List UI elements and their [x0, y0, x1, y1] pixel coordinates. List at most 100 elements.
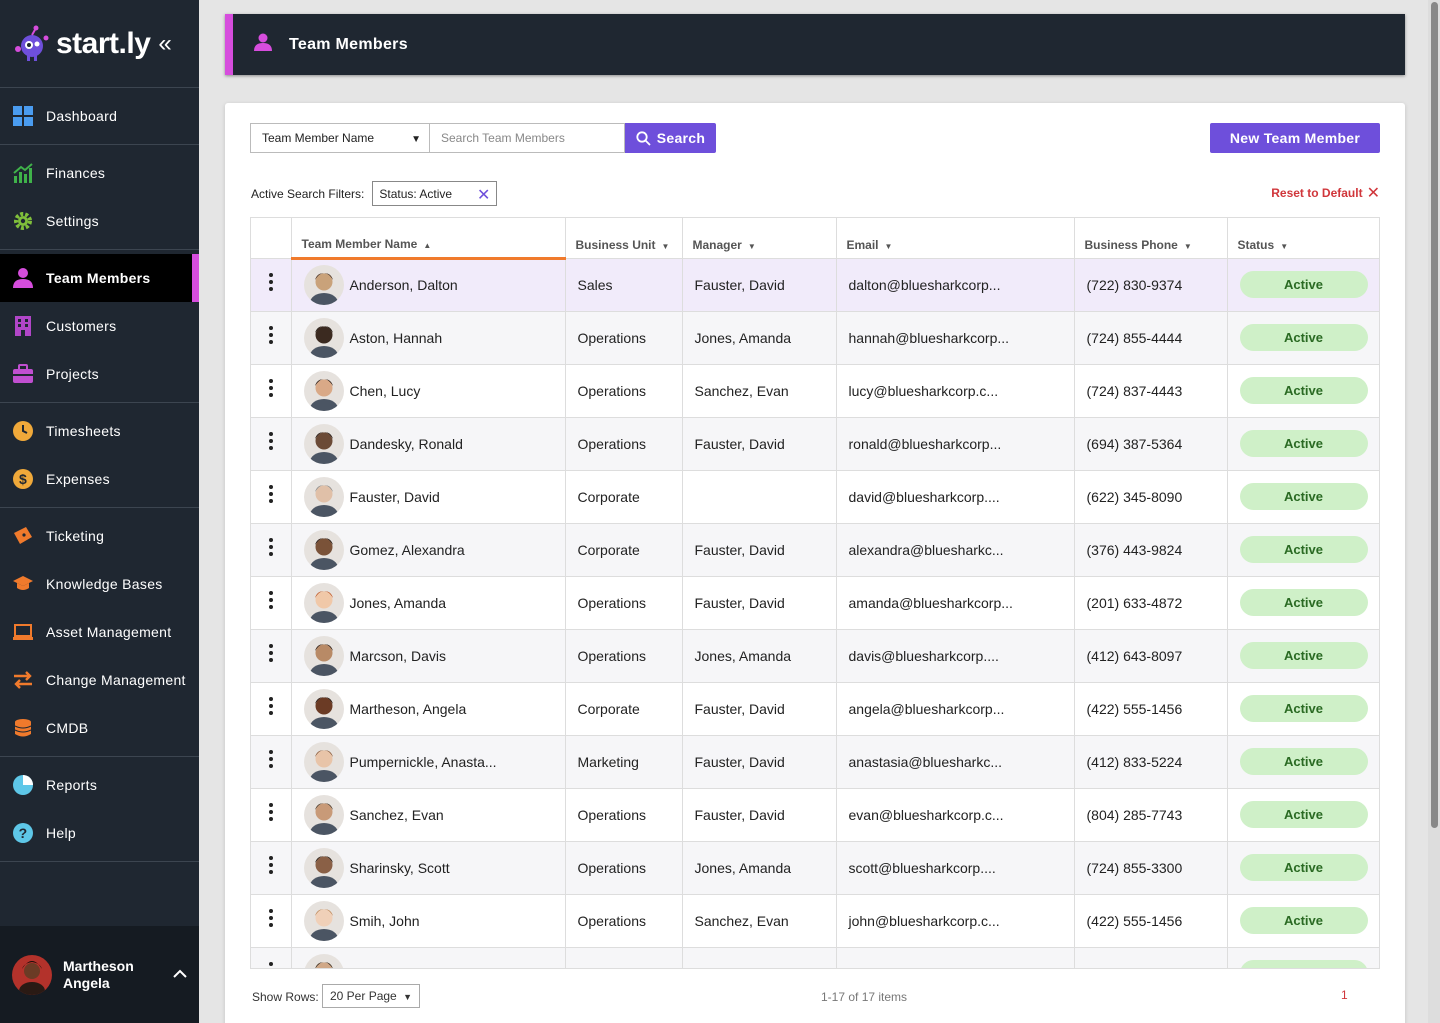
table-row[interactable]: Aston, Hannah Operations Jones, Amanda hann… — [251, 311, 1379, 365]
sidebar-item-finances[interactable]: Finances — [0, 149, 199, 197]
table-row[interactable]: Martheson, Angela Corporate Fauster, David… — [251, 682, 1379, 736]
reset-to-default-link[interactable]: Reset to Default ✕ — [1271, 183, 1380, 203]
member-name[interactable]: Pumpernickle, Anasta... — [349, 753, 497, 770]
sidebar-item-dashboard[interactable]: Dashboard — [0, 92, 199, 140]
sidebar-item-team-members[interactable]: Team Members — [0, 254, 199, 302]
page-number[interactable]: 1 — [1341, 988, 1348, 1002]
table-row[interactable]: Fauster, David Corporate david@bluesharkco… — [251, 470, 1379, 524]
row-menu-button[interactable] — [251, 735, 292, 789]
member-name[interactable]: Jones, Amanda — [349, 594, 447, 611]
cell-business-phone: (412) 643-8097 — [1074, 629, 1228, 683]
close-icon[interactable]: ✕ — [476, 187, 491, 204]
sidebar-item-timesheets[interactable]: Timesheets — [0, 407, 199, 455]
member-name[interactable]: Chen, Lucy — [349, 382, 421, 399]
cell-name[interactable]: Gomez, Alexandra — [291, 523, 566, 577]
cell-name[interactable]: Fauster, David — [291, 470, 566, 524]
sidebar-item-cmdb[interactable]: CMDB — [0, 704, 199, 752]
table-row[interactable]: Smih, John Operations Sanchez, Evan john@bl… — [251, 894, 1379, 948]
status-badge: Active — [1239, 483, 1368, 510]
table-row[interactable]: Jones, Amanda Operations Fauster, David ama… — [251, 576, 1379, 630]
member-name[interactable]: Dandesky, Ronald — [349, 435, 463, 452]
row-menu-button[interactable] — [251, 576, 292, 630]
chevron-up-icon[interactable] — [173, 966, 187, 984]
column-header-manager[interactable]: Manager ▼ — [682, 218, 837, 259]
row-menu-button[interactable] — [251, 258, 292, 312]
row-menu-button[interactable] — [251, 470, 292, 524]
sidebar-item-label: Settings — [46, 213, 99, 229]
cell-name[interactable]: Anderson, Dalton — [291, 258, 566, 312]
table-row[interactable]: Anderson, Dalton Sales Fauster, David dalto… — [251, 258, 1379, 312]
row-menu-button[interactable] — [251, 841, 292, 895]
member-name[interactable]: Aston, Hannah — [349, 329, 443, 346]
row-menu-button[interactable] — [251, 311, 292, 365]
column-header-name[interactable]: Team Member Name ▲ — [291, 218, 566, 260]
sidebar-item-knowledge-bases[interactable]: Knowledge Bases — [0, 560, 199, 608]
logo[interactable]: start.ly « — [0, 0, 199, 88]
more-vertical-icon — [268, 749, 273, 768]
column-header-email[interactable]: Email ▼ — [836, 218, 1075, 259]
row-menu-button[interactable] — [251, 682, 292, 736]
row-menu-button[interactable] — [251, 417, 292, 471]
window-scrollbar[interactable] — [1428, 0, 1440, 1023]
row-menu-button[interactable] — [251, 947, 292, 968]
cell-name[interactable]: Martheson, Angela — [291, 682, 566, 736]
member-name[interactable]: Sanchez, Evan — [349, 806, 444, 823]
table-row[interactable]: Marcson, Davis Operations Jones, Amanda dav… — [251, 629, 1379, 683]
column-header-business-unit[interactable]: Business Unit ▼ — [565, 218, 683, 259]
new-team-member-button[interactable]: New Team Member — [1210, 123, 1380, 153]
member-name[interactable]: Marcson, Davis — [349, 647, 446, 664]
sidebar-item-customers[interactable]: Customers — [0, 302, 199, 350]
sidebar-item-asset-management[interactable]: Asset Management — [0, 608, 199, 656]
column-header-business-phone[interactable]: Business Phone ▼ — [1074, 218, 1228, 259]
search-input[interactable] — [430, 123, 625, 153]
nav-group: Timesheets $ Expenses — [0, 403, 199, 508]
member-name[interactable]: Smih, John — [349, 912, 420, 929]
column-header-status[interactable]: Status ▼ — [1227, 218, 1379, 259]
rows-per-page-select[interactable]: 20 Per Page ▼ — [322, 984, 420, 1008]
sidebar-item-expenses[interactable]: $ Expenses — [0, 455, 199, 503]
member-name[interactable]: Sharinsky, Scott — [349, 859, 450, 876]
cell-name[interactable]: Aston, Hannah — [291, 311, 566, 365]
table-row[interactable]: Active — [251, 947, 1379, 968]
row-menu-button[interactable] — [251, 788, 292, 842]
cell-name[interactable]: Chen, Lucy — [291, 364, 566, 418]
more-vertical-icon — [268, 855, 273, 874]
sort-icon: ▼ — [1183, 241, 1192, 251]
sidebar-item-ticketing[interactable]: Ticketing — [0, 512, 199, 560]
table-row[interactable]: Pumpernickle, Anasta... Marketing Fauster,… — [251, 735, 1379, 789]
member-name[interactable]: Fauster, David — [349, 488, 440, 505]
member-name[interactable]: Gomez, Alexandra — [349, 541, 465, 558]
cell-name[interactable]: Jones, Amanda — [291, 576, 566, 630]
user-profile[interactable]: Martheson Angela — [0, 926, 199, 1023]
table-row[interactable]: Dandesky, Ronald Operations Fauster, David… — [251, 417, 1379, 471]
sidebar-item-projects[interactable]: Projects — [0, 350, 199, 398]
sidebar-item-settings[interactable]: Settings — [0, 197, 199, 245]
cell-name[interactable]: Dandesky, Ronald — [291, 417, 566, 471]
cell-name[interactable]: Marcson, Davis — [291, 629, 566, 683]
table-row[interactable]: Chen, Lucy Operations Sanchez, Evan lucy@bl… — [251, 364, 1379, 418]
sidebar-item-reports[interactable]: Reports — [0, 761, 199, 809]
table-row[interactable]: Sharinsky, Scott Operations Jones, Amanda s… — [251, 841, 1379, 895]
row-menu-button[interactable] — [251, 629, 292, 683]
row-menu-button[interactable] — [251, 523, 292, 577]
column-header-actions — [251, 218, 292, 259]
cell-name[interactable]: Sanchez, Evan — [291, 788, 566, 842]
row-menu-button[interactable] — [251, 894, 292, 948]
scrollbar-thumb[interactable] — [1431, 2, 1438, 828]
table-row[interactable]: Sanchez, Evan Operations Fauster, David eva… — [251, 788, 1379, 842]
search-field-value: Team Member Name — [262, 131, 375, 145]
cell-name[interactable]: Sharinsky, Scott — [291, 841, 566, 895]
row-menu-button[interactable] — [251, 364, 292, 418]
search-field-select[interactable]: Team Member Name ▼ — [250, 123, 430, 153]
table-row[interactable]: Gomez, Alexandra Corporate Fauster, David a… — [251, 523, 1379, 577]
member-name[interactable]: Martheson, Angela — [349, 700, 467, 717]
cell-name[interactable]: Pumpernickle, Anasta... — [291, 735, 566, 789]
sidebar-item-help[interactable]: ? Help — [0, 809, 199, 857]
member-name[interactable]: Anderson, Dalton — [349, 277, 458, 293]
collapse-sidebar-icon[interactable]: « — [158, 29, 172, 57]
search-button[interactable]: Search — [625, 123, 716, 153]
avatar — [303, 900, 344, 941]
sidebar-item-change-management[interactable]: Change Management — [0, 656, 199, 704]
cell-name[interactable] — [291, 947, 566, 968]
cell-name[interactable]: Smih, John — [291, 894, 566, 948]
